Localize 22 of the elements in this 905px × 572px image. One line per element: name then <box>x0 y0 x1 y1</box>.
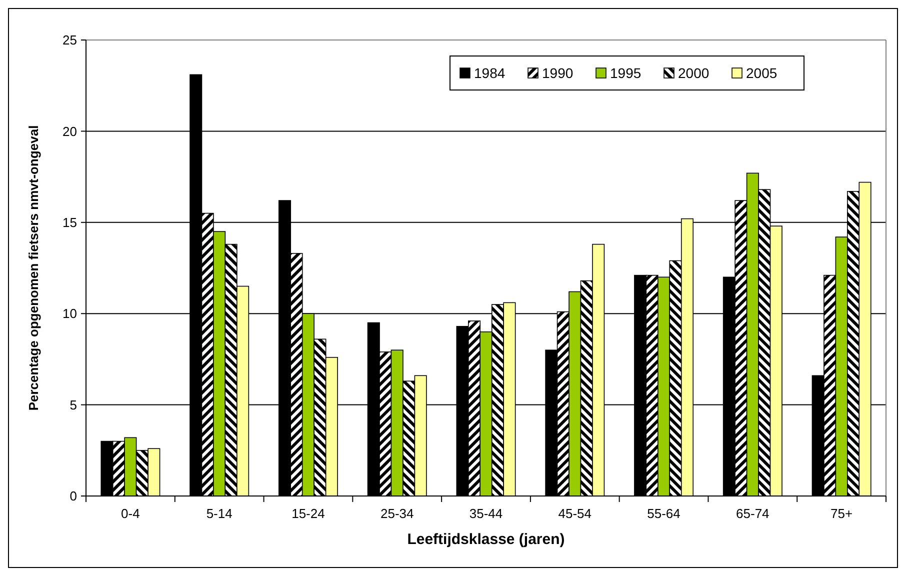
x-tick-label: 75+ <box>830 506 853 521</box>
x-tick-label: 15-24 <box>292 506 325 521</box>
x-tick-label: 5-14 <box>206 506 232 521</box>
x-tick-label: 25-34 <box>380 506 414 521</box>
x-tick-label: 45-54 <box>558 506 592 521</box>
y-tick-label: 25 <box>62 32 77 48</box>
legend-label: 1984 <box>474 64 506 81</box>
x-axis-title: Leeftijdsklasse (jaren) <box>407 531 565 548</box>
x-tick-label: 35-44 <box>469 506 503 521</box>
y-tick-label: 0 <box>70 488 77 504</box>
y-tick-label: 15 <box>62 214 77 230</box>
legend-label: 2005 <box>746 64 778 81</box>
y-tick-label: 5 <box>70 397 77 412</box>
legend-label: 1995 <box>610 64 642 81</box>
legend-label: 1990 <box>542 64 574 81</box>
x-tick-label: 0-4 <box>121 506 140 521</box>
y-tick-label: 20 <box>62 124 77 139</box>
y-axis-title: Percentage opgenomen fietsers nmvt-ongeval <box>26 125 41 411</box>
legend-label: 2000 <box>678 64 710 81</box>
y-tick-label: 10 <box>62 306 77 322</box>
x-tick-label: 65-74 <box>736 506 770 521</box>
x-tick-label: 55-64 <box>647 506 680 521</box>
